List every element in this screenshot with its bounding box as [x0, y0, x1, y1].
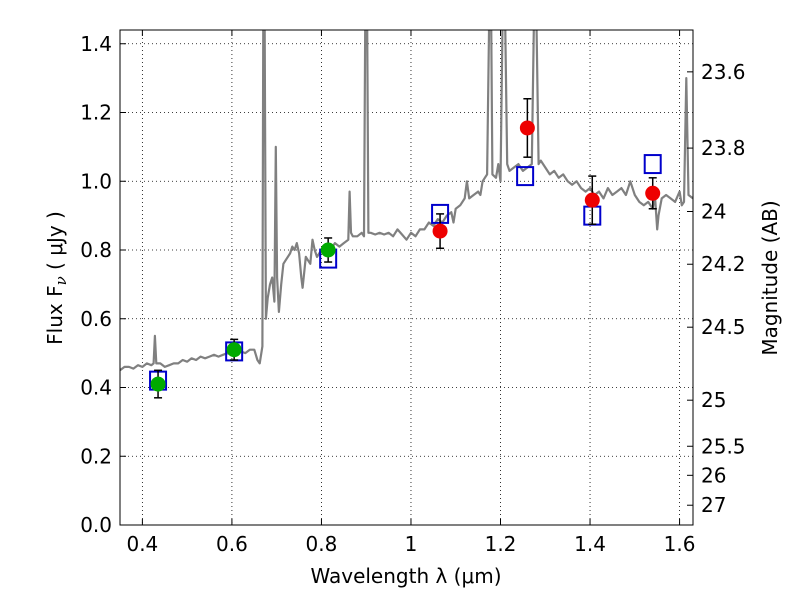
tick-labels: 0.4 0.6 0.8 1 1.2 1.4 1.6 0.0 0.2 0.4 0.6 0.8 1.0 1.2…: [80, 32, 745, 556]
model-square-marker: [643, 154, 662, 175]
observed-points-layer: [150, 98, 661, 399]
y-tick-label: 1.2: [80, 101, 112, 125]
y-tick-label: 0.2: [80, 444, 112, 468]
green-data-point: [150, 376, 166, 392]
y-axis-title-main: Flux F: [43, 285, 67, 344]
y2-tick-label: 25.5: [701, 434, 746, 458]
y2-tick-label: 23.8: [701, 136, 746, 160]
y-tick-label: 0.4: [80, 376, 112, 400]
plot-background: [120, 30, 693, 525]
y-axis-title-subscript: ν: [52, 276, 70, 285]
y-axis-title: Flux Fν ( μJy ): [43, 211, 70, 345]
x-tick-label: 1.2: [485, 532, 517, 556]
y-tick-label: 0.0: [80, 513, 112, 537]
red-data-point: [584, 192, 600, 208]
red-data-point: [645, 185, 661, 201]
x-tick-label: 1.4: [574, 532, 606, 556]
green-data-point: [320, 242, 336, 258]
x-tick-label: 0.4: [126, 532, 158, 556]
x-tick-label: 0.6: [216, 532, 248, 556]
y2-tick-label: 26: [701, 463, 726, 487]
red-data-point: [519, 120, 535, 136]
green-data-point: [226, 342, 242, 358]
y2-tick-label: 24.5: [701, 315, 746, 339]
x-axis-title: Wavelength λ (μm): [310, 564, 501, 588]
y2-tick-label: 23.6: [701, 60, 746, 84]
y2-tick-label: 24.2: [701, 252, 746, 276]
y-tick-label: 0.8: [80, 238, 112, 262]
plot-frame: [119, 29, 694, 526]
x-tick-label: 0.8: [306, 532, 338, 556]
y-axis-title-unit: ( μJy ): [43, 211, 67, 276]
red-data-point: [432, 223, 448, 239]
y2-tick-label: 27: [701, 493, 726, 517]
y2-tick-label: 25: [701, 388, 726, 412]
model-square-marker: [516, 166, 535, 187]
y2-axis-title: Magnitude (AB): [758, 200, 782, 355]
y-tick-label: 1.4: [80, 32, 112, 56]
grid: [120, 30, 693, 526]
ticks: [120, 30, 693, 526]
x-tick-label: 1: [405, 532, 418, 556]
y2-tick-label: 24: [701, 199, 726, 223]
x-tick-label: 1.6: [664, 532, 696, 556]
y-tick-label: 1.0: [80, 169, 112, 193]
y-tick-label: 0.6: [80, 307, 112, 331]
